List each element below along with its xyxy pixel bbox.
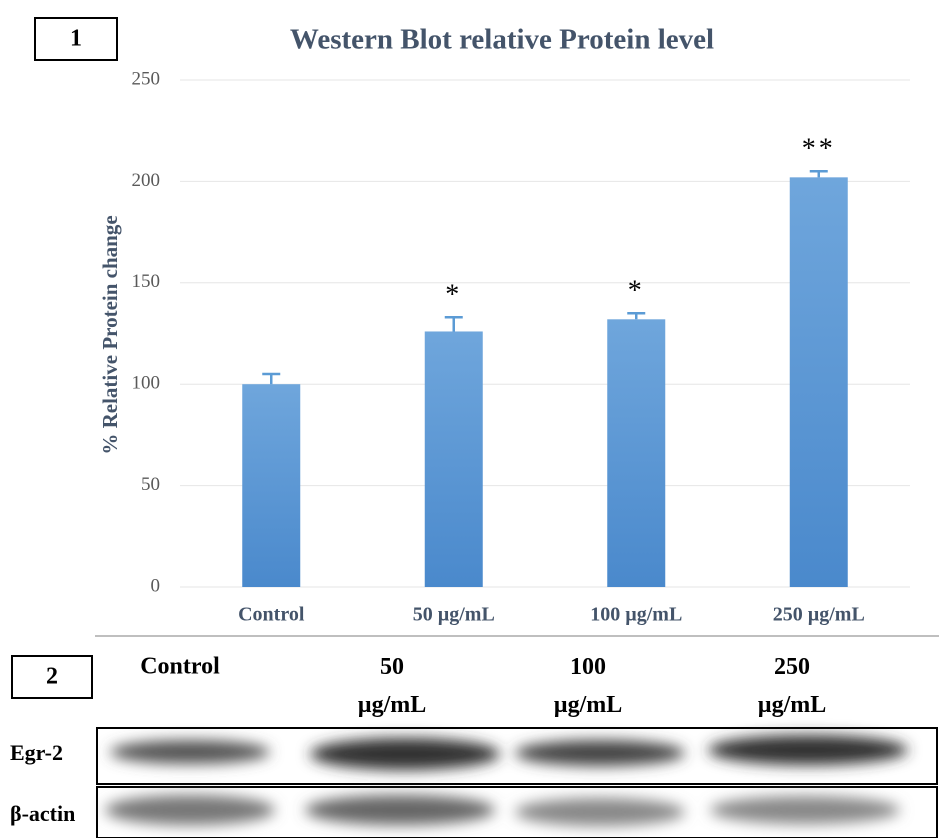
bar (790, 177, 848, 587)
significance-label: * (445, 280, 462, 311)
row-label: Egr-2 (10, 740, 63, 765)
row-label: β-actin (10, 801, 75, 826)
y-axis-label: % Relative Protein change (98, 215, 122, 454)
error-bar (445, 317, 463, 331)
significance-label: ** (802, 134, 836, 165)
panel-label: 1 (70, 26, 82, 52)
bar (242, 384, 300, 587)
chart-title: Western Blot relative Protein level (290, 24, 714, 56)
bar (425, 331, 483, 587)
lane-label: Control (140, 654, 220, 680)
y-tick-label: 50 (141, 474, 160, 495)
x-tick-label: 50 µg/mL (413, 604, 495, 626)
y-tick-label: 200 (132, 170, 161, 191)
bar (607, 319, 665, 587)
y-tick-label: 250 (132, 68, 161, 89)
x-tick-label: Control (238, 604, 305, 626)
figure: 1 Western Blot relative Protein level % … (0, 0, 939, 838)
y-tick-label: 150 (132, 271, 161, 292)
error-bar (810, 171, 828, 177)
error-bar (627, 313, 645, 319)
panel-label: 2 (46, 664, 58, 690)
y-tick-label: 100 (132, 373, 161, 394)
error-bar (262, 374, 280, 384)
x-tick-label: 250 µg/mL (773, 604, 865, 626)
y-tick-label: 0 (151, 575, 161, 596)
significance-label: * (628, 276, 645, 307)
x-tick-label: 100 µg/mL (590, 604, 682, 626)
